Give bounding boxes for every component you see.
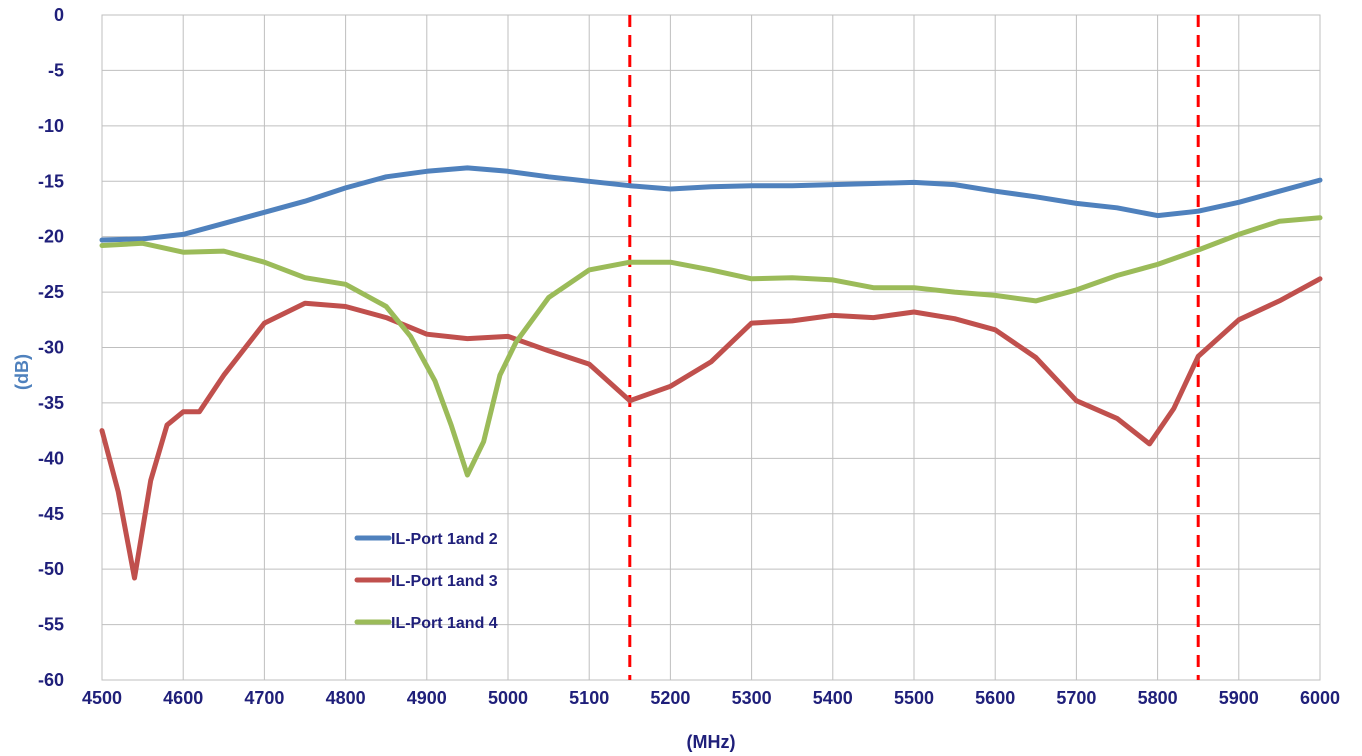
y-tick-label: -15 [38, 171, 64, 191]
grid [101, 14, 1321, 681]
series-line-2 [99, 276, 1323, 581]
x-tick-label: 4900 [407, 688, 447, 708]
y-tick-label: -45 [38, 504, 64, 524]
x-tick-label: 4800 [326, 688, 366, 708]
y-tick-label: -35 [38, 393, 64, 413]
x-tick-label: 5300 [732, 688, 772, 708]
series-line-3 [99, 215, 1323, 478]
y-tick-label: -10 [38, 116, 64, 136]
frequency-band-markers [628, 15, 1200, 680]
x-tick-label: 5700 [1056, 688, 1096, 708]
y-tick-label: -55 [38, 615, 64, 635]
y-tick-label: -50 [38, 559, 64, 579]
y-tick-label: -25 [38, 282, 64, 302]
series-line-1 [99, 165, 1323, 243]
series-lines [99, 165, 1323, 581]
x-tick-label: 4600 [163, 688, 203, 708]
x-tick-label: 5500 [894, 688, 934, 708]
x-tick-label: 5400 [813, 688, 853, 708]
x-tick-label: 5100 [569, 688, 609, 708]
legend: IL-Port 1and 2 IL-Port 1and 3 IL-Port 1and… [354, 531, 498, 632]
x-tick-label: 5900 [1219, 688, 1259, 708]
y-tick-label: 0 [54, 5, 64, 25]
x-tick-label: 5200 [650, 688, 690, 708]
y-tick-label: -20 [38, 227, 64, 247]
y-tick-label: -60 [38, 670, 64, 690]
legend-label: IL-Port 1and 4 [391, 615, 498, 632]
x-tick-label: 5800 [1138, 688, 1178, 708]
y-tick-label: -5 [48, 60, 64, 80]
y-axis-ticks: 0 -5 -10 -15 -20 -25 -30 -35 -40 -45 -50 -55 -60 [38, 5, 64, 690]
x-tick-label: 6000 [1300, 688, 1340, 708]
x-tick-label: 5600 [975, 688, 1015, 708]
x-tick-label: 4700 [244, 688, 284, 708]
x-tick-label: 4500 [82, 688, 122, 708]
plot-area-border [101, 14, 1321, 681]
x-axis-title: (MHz) [687, 732, 736, 752]
y-tick-label: -40 [38, 448, 64, 468]
y-axis-title: (dB) [12, 354, 32, 390]
y-tick-label: -30 [38, 338, 64, 358]
x-axis-ticks: 4500 4600 4700 4800 4900 5000 5100 5200 5300 5400… [82, 688, 1340, 708]
legend-label: IL-Port 1and 3 [391, 573, 498, 590]
x-tick-label: 5000 [488, 688, 528, 708]
legend-label: IL-Port 1and 2 [391, 531, 498, 548]
